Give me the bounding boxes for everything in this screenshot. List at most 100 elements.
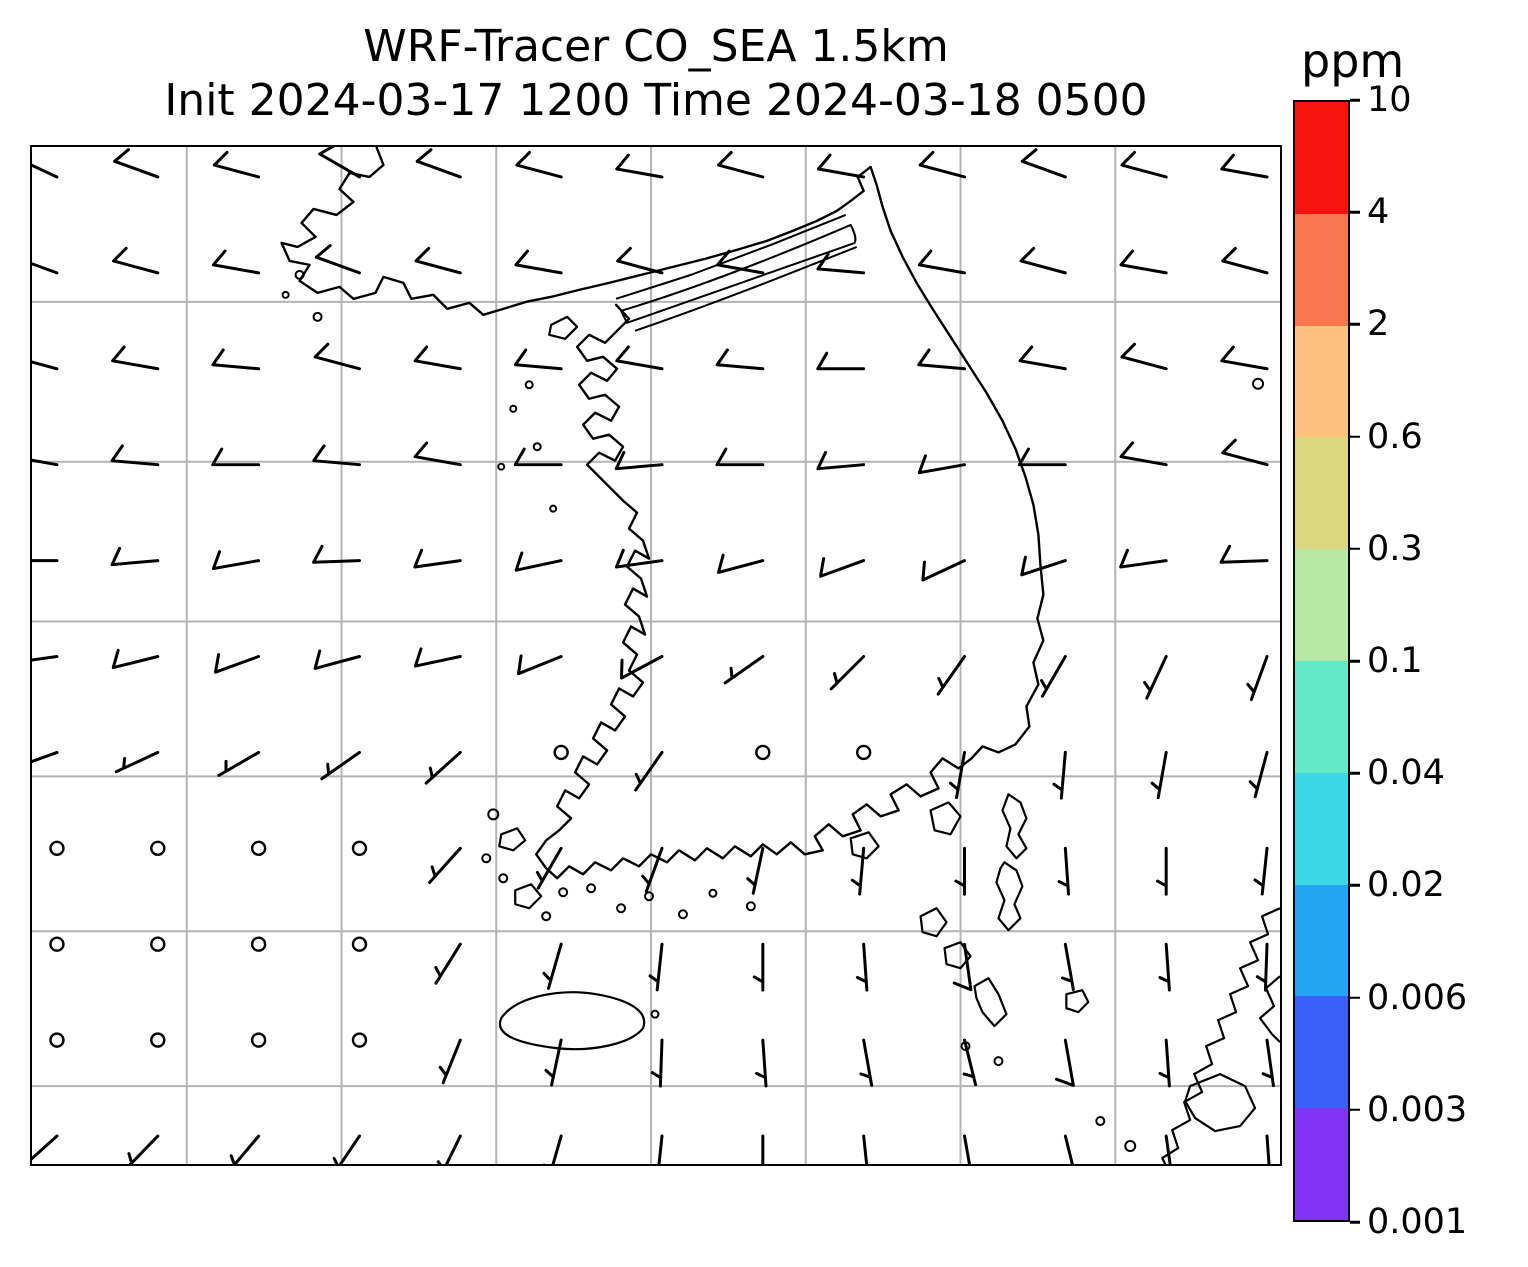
wind-barb: [313, 342, 361, 371]
wind-barb: [1164, 1134, 1172, 1164]
colorbar-segment: [1295, 437, 1348, 550]
wind-barb: [850, 846, 866, 896]
colorbar-tick-label: 0.006: [1367, 977, 1468, 1018]
wind-barb: [1220, 153, 1269, 179]
wind-barb: [1158, 942, 1171, 992]
wind-barb: [715, 447, 765, 467]
wind-barb: [1120, 342, 1168, 371]
island: [1161, 907, 1280, 1164]
colorbar-segment: [1295, 884, 1348, 997]
island: [849, 831, 880, 860]
wind-barb: [32, 163, 59, 179]
colorbar-tick-label: 0.3: [1367, 528, 1423, 569]
wind-barb: [544, 1038, 563, 1087]
calm-wind-marker: [250, 1032, 267, 1048]
wind-barb: [32, 750, 59, 764]
wind-barb: [1052, 750, 1067, 800]
wind-barb: [513, 447, 563, 467]
wind-barb: [542, 942, 563, 990]
wind-barb: [1150, 750, 1168, 800]
wind-barb: [1219, 544, 1269, 564]
wind-barb: [314, 244, 361, 275]
coastline: [280, 147, 1045, 880]
wind-barb: [318, 147, 361, 179]
wind-barb: [954, 846, 967, 896]
colorbar-tick-mark: [1350, 771, 1360, 775]
colorbar-segments: [1293, 100, 1350, 1222]
island: [644, 891, 655, 902]
wind-barb: [127, 1134, 160, 1164]
island: [1124, 1140, 1137, 1153]
colorbar-segment: [1295, 325, 1348, 438]
colorbar-tick-label: 4: [1367, 192, 1390, 233]
chart-title: WRF-Tracer CO_SEA 1.5km Init 2024-03-17 …: [30, 20, 1282, 127]
island: [708, 888, 718, 898]
chart-title-line1: WRF-Tracer CO_SEA 1.5km: [363, 21, 949, 72]
wind-barb: [1156, 846, 1168, 896]
island: [509, 404, 518, 413]
colorbar-tick-mark: [1350, 884, 1360, 887]
wind-barb: [634, 750, 664, 792]
wind-barb: [424, 750, 462, 785]
wind-barb: [862, 1134, 869, 1164]
colorbar-tick-mark: [1350, 323, 1360, 326]
calm-wind-marker: [49, 840, 65, 857]
calm-wind-marker: [855, 744, 872, 761]
wind-barb: [217, 750, 261, 777]
island: [281, 290, 290, 299]
wind-barb: [1143, 655, 1168, 700]
wind-barb: [312, 544, 361, 564]
wind-barb: [746, 846, 765, 895]
colorbar-tick-mark: [1350, 996, 1360, 999]
island: [1252, 377, 1265, 390]
island: [498, 991, 646, 1051]
island: [929, 801, 962, 836]
island: [498, 873, 509, 884]
calm-wind-marker: [150, 1032, 166, 1048]
wind-barb: [962, 1038, 978, 1087]
wind-barb: [917, 348, 967, 371]
wind-barb: [917, 249, 967, 275]
wind-barb: [320, 750, 361, 781]
wind-barb: [723, 655, 765, 685]
wind-barb: [110, 546, 160, 567]
island: [524, 380, 534, 390]
wind-barb: [32, 1134, 59, 1161]
wind-barb: [1246, 655, 1269, 702]
island: [1065, 989, 1090, 1014]
colorbar-tick-mark: [1350, 547, 1360, 551]
colorbar-tick-label: 0.001: [1367, 1202, 1468, 1242]
wind-barb: [641, 846, 664, 893]
wind-barb: [816, 252, 866, 275]
wind-barb: [114, 750, 160, 774]
wind-barb: [819, 557, 866, 578]
wind-barb: [32, 458, 59, 467]
wind-barb: [211, 447, 261, 467]
island: [973, 977, 1008, 1028]
island: [650, 1009, 660, 1019]
island: [532, 442, 542, 452]
colorbar-tick-mark: [1350, 435, 1360, 438]
colorbar-segment: [1295, 549, 1348, 661]
wind-barb: [1020, 555, 1067, 577]
calm-wind-marker: [351, 936, 368, 952]
island: [993, 1056, 1004, 1067]
island: [586, 883, 597, 894]
wind-barbs: [32, 147, 1275, 1164]
wind-barb: [1019, 246, 1067, 275]
wind-barb: [650, 1038, 664, 1088]
wind-barb: [963, 1134, 971, 1164]
island: [548, 315, 579, 340]
colorbar-tick-label: 0.6: [1367, 416, 1423, 457]
wind-barb: [761, 1134, 765, 1164]
calm-wind-marker: [250, 840, 267, 857]
wind-barb: [715, 348, 765, 371]
colorbar-tick-label: 2: [1367, 304, 1390, 345]
calm-wind-marker: [250, 936, 267, 952]
wind-barb: [32, 360, 59, 371]
wind-barb: [113, 148, 160, 179]
wind-barb: [513, 348, 563, 371]
island: [294, 269, 305, 280]
wind-barb: [535, 846, 563, 890]
